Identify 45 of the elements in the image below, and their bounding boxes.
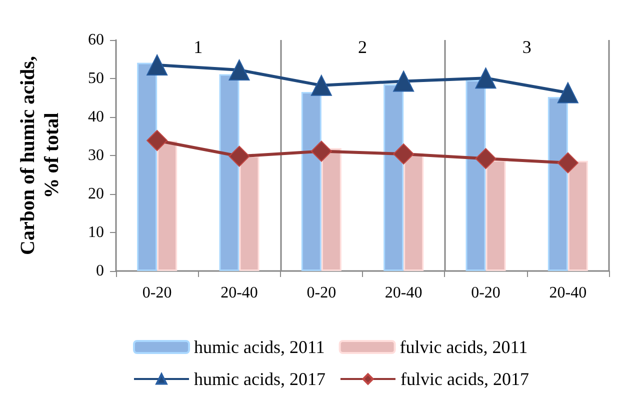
- bar: [466, 80, 486, 271]
- legend-label: fulvic acids, 2011: [400, 337, 528, 357]
- bar: [321, 148, 342, 271]
- x-tick-label: 20-40: [220, 284, 258, 302]
- point: [146, 130, 168, 151]
- point: [475, 148, 496, 170]
- annotation: 2: [358, 37, 367, 57]
- y-tick-label: 60: [88, 32, 104, 48]
- bar: [239, 156, 260, 271]
- point: [228, 60, 250, 81]
- y-tick-label: 30: [88, 147, 104, 164]
- y-tick-label: 40: [88, 108, 104, 126]
- point: [393, 70, 414, 92]
- bar: [568, 160, 588, 271]
- bar: [384, 84, 404, 271]
- x-tick-label: 0-20: [471, 284, 500, 302]
- point: [228, 146, 250, 167]
- y-tick-label: 20: [88, 186, 104, 202]
- bar: [301, 92, 322, 271]
- point: [557, 152, 578, 174]
- x-tick-label: 20-40: [549, 284, 587, 302]
- y-tick-label: 10: [88, 224, 104, 241]
- legend-label: fulvic acids, 2017: [400, 369, 529, 389]
- legend-label: humic acids, 2011: [194, 337, 325, 357]
- x-tick-label: 0-20: [142, 284, 172, 302]
- point: [557, 82, 578, 104]
- y-tick-label: 50: [88, 70, 104, 87]
- point: [393, 143, 414, 164]
- x-tick-label: 0-20: [306, 284, 336, 302]
- legend-label: humic acids, 2017: [194, 369, 326, 389]
- point: [146, 54, 168, 76]
- bar: [548, 96, 568, 271]
- point: [475, 68, 496, 89]
- y-axis-title: Carbon of humic acids, % of total: [17, 56, 63, 255]
- bar: [157, 140, 178, 271]
- point: [310, 140, 332, 162]
- bar: [404, 153, 424, 271]
- x-tick-label: 20-40: [384, 284, 422, 302]
- annotation: 3: [522, 37, 532, 57]
- annotation: 1: [194, 37, 203, 57]
- y-tick-label: 0: [96, 262, 104, 280]
- bar: [219, 74, 240, 271]
- bar: [137, 62, 158, 271]
- bar: [486, 160, 506, 271]
- point: [310, 74, 332, 96]
